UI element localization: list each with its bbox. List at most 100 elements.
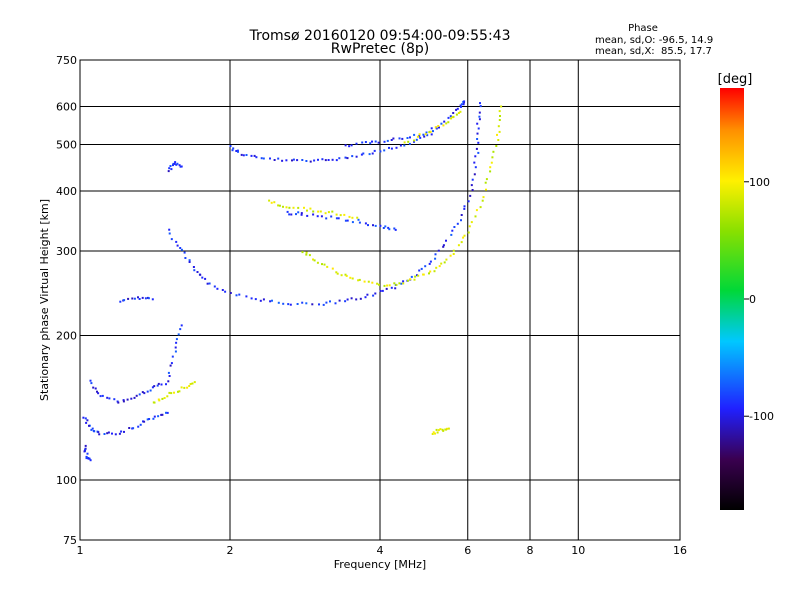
data-point (169, 364, 172, 367)
colorbar-tick-label: -100 (749, 410, 774, 423)
data-point (434, 126, 437, 129)
data-point (406, 137, 409, 139)
data-point (118, 432, 121, 435)
data-point (459, 104, 462, 107)
data-point (172, 164, 174, 167)
data-point (382, 227, 385, 229)
data-point (460, 219, 462, 222)
data-point (131, 297, 134, 300)
data-point (478, 118, 481, 121)
data-point (392, 137, 395, 140)
data-point (160, 383, 163, 386)
data-point (174, 350, 177, 353)
data-point (445, 239, 447, 242)
data-point (416, 135, 419, 138)
data-point (452, 253, 455, 255)
data-point (273, 201, 276, 204)
data-point (325, 217, 328, 220)
data-point (229, 292, 232, 294)
data-point (437, 429, 440, 432)
data-point (180, 248, 183, 251)
data-point (413, 133, 416, 136)
data-point (417, 274, 420, 277)
data-point (175, 338, 178, 341)
data-point (179, 165, 182, 168)
data-point (189, 383, 192, 385)
data-point (317, 158, 319, 161)
data-point (379, 224, 382, 227)
data-point (445, 122, 448, 125)
data-point (367, 280, 370, 283)
data-point (84, 444, 87, 447)
data-point (429, 130, 432, 133)
data-point (157, 382, 160, 385)
data-point (177, 390, 179, 393)
data-point (460, 214, 463, 216)
x-tick-label: 8 (527, 544, 534, 557)
data-point (321, 263, 323, 266)
data-point (90, 382, 93, 385)
data-point (424, 133, 427, 136)
data-point (401, 137, 404, 140)
data-point (151, 386, 154, 389)
data-point (292, 158, 295, 161)
data-point (344, 219, 347, 222)
data-point (413, 278, 416, 281)
data-point (170, 168, 173, 171)
x-tick-labels: 1 2 4 6 8 10 16 (77, 544, 688, 557)
data-point (106, 432, 109, 435)
data-point (419, 136, 422, 139)
data-point (98, 433, 101, 436)
data-point (385, 287, 388, 290)
data-point (434, 432, 436, 435)
data-point (400, 282, 403, 285)
data-point (237, 150, 239, 153)
data-point (335, 213, 338, 216)
data-point (297, 211, 300, 214)
data-point (89, 459, 92, 462)
data-point (371, 281, 374, 284)
data-point (117, 401, 120, 404)
data-point (383, 140, 386, 143)
data-point (193, 381, 196, 384)
data-point (188, 259, 191, 262)
data-point (394, 228, 397, 231)
data-point (139, 423, 142, 426)
data-point (301, 251, 304, 254)
data-point (238, 293, 241, 296)
data-point (143, 392, 146, 395)
data-point (168, 375, 171, 377)
data-point (180, 386, 183, 389)
data-point (331, 210, 334, 213)
data-point (476, 132, 479, 135)
data-point (348, 145, 351, 148)
data-point (245, 154, 248, 156)
data-point (481, 199, 484, 202)
data-point (119, 300, 122, 303)
phase-mean-o: mean, sd,O: -96.5, 14.9 (595, 35, 713, 46)
data-point (168, 232, 171, 235)
data-point (399, 144, 402, 147)
data-point (288, 213, 291, 216)
data-point (457, 112, 460, 114)
data-point (141, 391, 144, 394)
y-tick-label: 400 (56, 185, 77, 198)
data-point (429, 270, 432, 273)
data-point (475, 209, 478, 212)
x-axis-label: Frequency [MHz] (334, 558, 426, 571)
data-point (414, 275, 417, 278)
data-point (157, 398, 160, 401)
data-point (474, 166, 477, 169)
data-point (344, 156, 347, 159)
data-point (469, 194, 472, 197)
data-point (174, 161, 177, 164)
data-point (295, 213, 297, 216)
data-point (312, 210, 315, 213)
data-point (271, 299, 273, 302)
data-point (489, 170, 492, 173)
data-point (240, 153, 243, 156)
data-point (418, 134, 421, 137)
data-point (409, 136, 411, 139)
data-point (474, 155, 477, 158)
data-point (384, 225, 387, 228)
